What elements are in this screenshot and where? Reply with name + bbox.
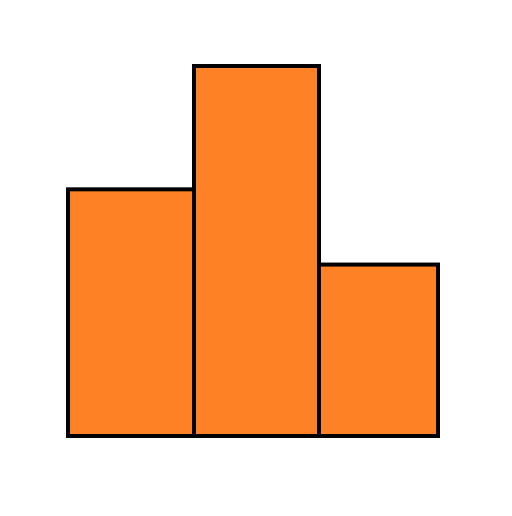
bar-2 xyxy=(192,64,321,438)
bar-3 xyxy=(317,262,440,439)
bar-1 xyxy=(66,187,196,438)
